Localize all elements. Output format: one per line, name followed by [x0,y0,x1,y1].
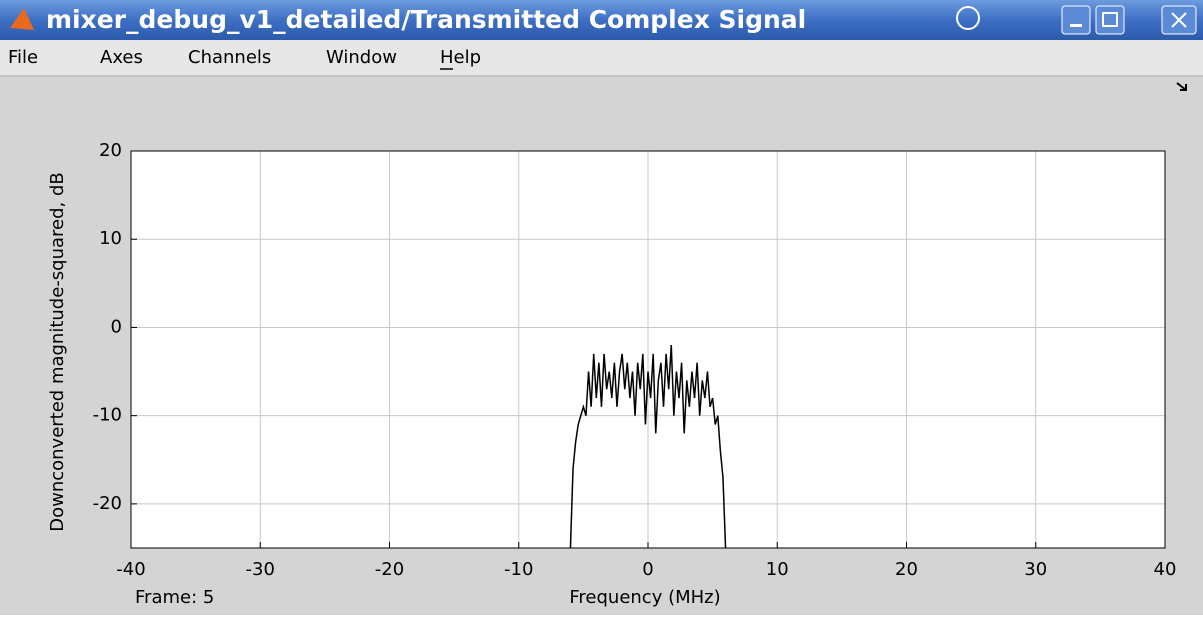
menu-item[interactable]: Window [326,47,397,68]
window-title: mixer_debug_v1_detailed/Transmitted Comp… [46,5,806,34]
x-axis-label: Frequency (MHz) [569,587,720,608]
menu-item[interactable]: File [8,47,38,68]
maximize-button[interactable] [1095,5,1125,35]
menu-item[interactable]: Help [440,47,481,68]
x-tick-label: -30 [246,559,275,580]
y-tick-label: -10 [93,405,122,426]
app-icon [10,8,34,30]
shade-icon[interactable] [956,6,980,30]
minimize-icon [1070,24,1082,27]
x-tick-label: -10 [504,559,533,580]
menu-bar [0,40,1203,76]
y-tick-label: 10 [99,228,122,249]
close-icon [1171,12,1187,28]
y-tick-label: 20 [99,140,122,161]
maximize-icon [1102,12,1118,27]
spectrum-line [569,345,727,548]
x-tick-label: 10 [766,559,789,580]
frame-label: Frame: 5 [135,587,214,608]
minimize-button[interactable] [1061,5,1091,35]
y-tick-label: -20 [93,493,122,514]
x-tick-label: -20 [375,559,404,580]
x-tick-label: 30 [1024,559,1047,580]
dock-icon[interactable] [1176,82,1187,91]
x-tick-label: 20 [895,559,918,580]
x-tick-label: 40 [1154,559,1177,580]
menu-item[interactable]: Channels [188,47,271,68]
x-tick-label: -40 [116,559,145,580]
title-bar [0,0,1203,40]
y-axis-label: Downconverted magnitude-squared, dB [47,172,68,532]
x-tick-label: 0 [642,559,653,580]
menu-item[interactable]: Axes [100,47,143,68]
y-tick-label: 0 [111,316,122,337]
